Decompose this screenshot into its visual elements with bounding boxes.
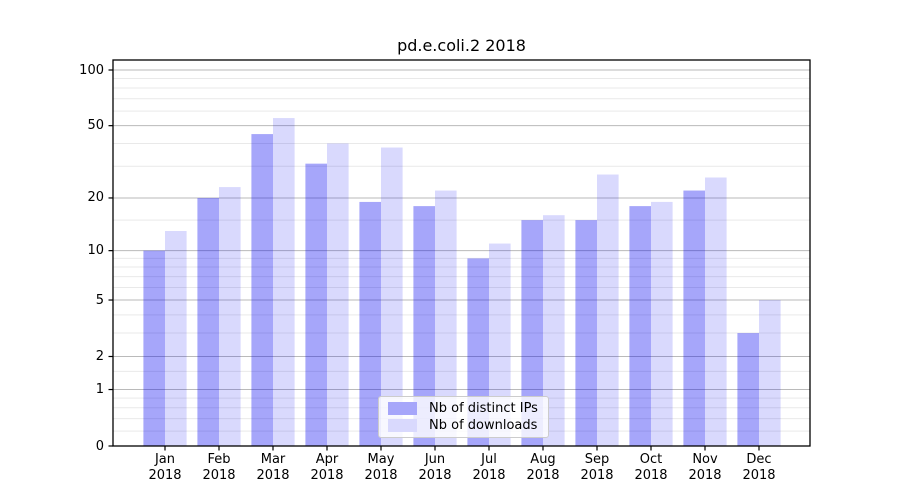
x-tick-label: May 2018 xyxy=(364,452,398,483)
bar-downloads xyxy=(273,118,295,446)
legend-label-downloads: Nb of downloads xyxy=(429,418,538,433)
plot-border xyxy=(112,59,811,447)
x-tick-label: Jun 2018 xyxy=(418,452,452,483)
y-tick-label: 2 xyxy=(95,348,104,364)
y-tick-label: 50 xyxy=(87,118,104,134)
legend-label-distinct-ips: Nb of distinct IPs xyxy=(429,401,538,416)
legend-item-distinct-ips: Nb of distinct IPs xyxy=(388,401,539,416)
bar-downloads xyxy=(381,147,403,446)
x-tick-label: Oct 2018 xyxy=(634,452,668,483)
bar-distinct-ips xyxy=(521,220,543,446)
legend-item-downloads: Nb of downloads xyxy=(388,418,539,433)
x-tick-label: Apr 2018 xyxy=(310,452,344,483)
bar-downloads xyxy=(165,230,187,446)
bar-downloads xyxy=(219,187,241,447)
x-tick-label: Dec 2018 xyxy=(742,452,776,483)
bar-downloads xyxy=(435,190,457,446)
bar-distinct-ips xyxy=(143,250,165,446)
legend-swatch-distinct-ips xyxy=(388,402,417,415)
bar-downloads xyxy=(597,174,619,446)
y-tick-label: 10 xyxy=(87,243,104,259)
y-tick-label: 0 xyxy=(95,438,104,454)
x-tick-label: Nov 2018 xyxy=(688,452,722,483)
y-tick-label: 5 xyxy=(95,292,104,308)
bar-downloads xyxy=(327,143,349,446)
bar-distinct-ips xyxy=(359,201,381,446)
bar-downloads xyxy=(705,177,727,446)
x-tick-label: Mar 2018 xyxy=(256,452,290,483)
x-tick-label: Sep 2018 xyxy=(580,452,614,483)
x-tick-label: Jul 2018 xyxy=(472,452,506,483)
x-tick-label: Aug 2018 xyxy=(526,452,560,483)
bar-distinct-ips xyxy=(413,206,435,446)
bar-distinct-ips xyxy=(683,190,705,446)
bar-distinct-ips xyxy=(629,206,651,446)
y-tick-label: 100 xyxy=(79,62,104,78)
bar-distinct-ips xyxy=(737,333,759,446)
legend: Nb of distinct IPs Nb of downloads xyxy=(378,396,549,438)
bar-distinct-ips xyxy=(305,163,327,446)
bar-distinct-ips xyxy=(251,134,273,446)
bar-downloads xyxy=(489,243,511,446)
plot-background xyxy=(113,60,810,446)
bar-distinct-ips xyxy=(197,197,219,446)
y-tick-label: 1 xyxy=(95,382,104,398)
chart-title: pd.e.coli.2 2018 xyxy=(397,36,526,55)
bar-downloads xyxy=(759,300,781,446)
bar-downloads xyxy=(651,201,673,446)
bar-distinct-ips xyxy=(575,220,597,446)
y-tick-label: 20 xyxy=(87,190,104,206)
x-tick-label: Feb 2018 xyxy=(202,452,236,483)
x-tick-label: Jan 2018 xyxy=(148,452,182,483)
legend-swatch-downloads xyxy=(388,419,417,432)
bar-downloads xyxy=(543,215,565,446)
